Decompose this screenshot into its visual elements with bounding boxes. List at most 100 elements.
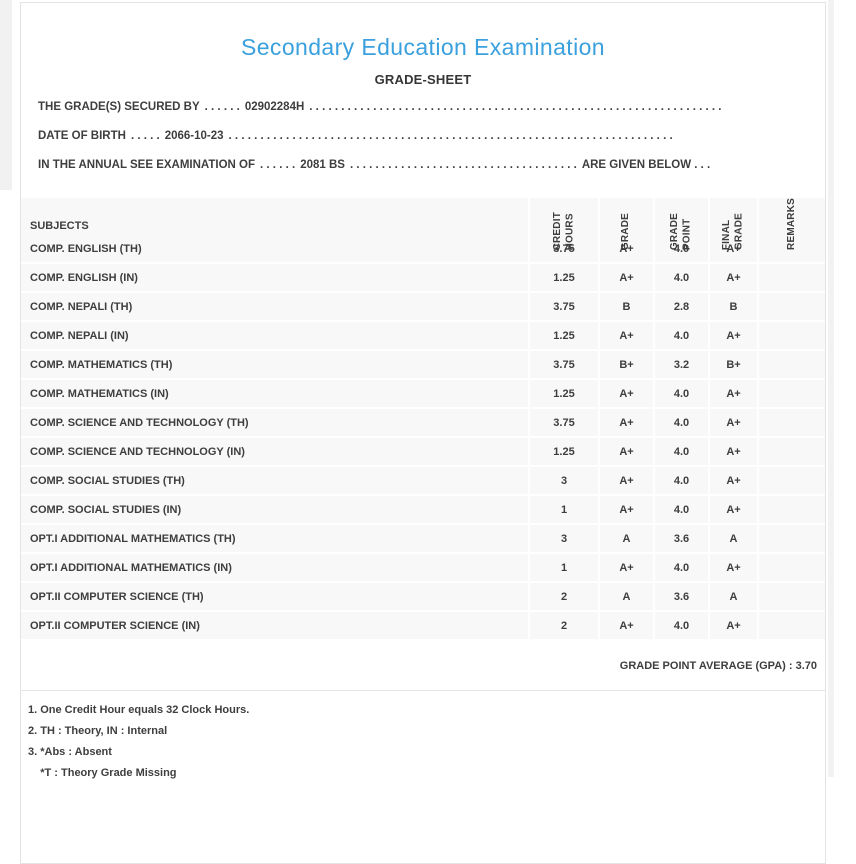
dot-leader: . . . . . . (260, 159, 296, 171)
header-credit-hours-label: CREDIT HOURS (551, 211, 576, 250)
cell-credit-hours: 1.25 (530, 380, 598, 407)
cell-final-grade: A+ (710, 322, 757, 349)
cell-credit-hours: 3.75 (530, 293, 598, 320)
cell-credit-hours: 3.75 (530, 351, 598, 378)
info-suffix: ARE GIVEN BELOW . . . (581, 159, 711, 171)
cell-grade-point: 3.2 (655, 351, 708, 378)
cell-final-grade: A+ (710, 496, 757, 523)
cell-final-grade: A+ (710, 235, 757, 262)
header-grade-point-label: GRADE POINT (669, 212, 693, 250)
cell-subject: COMP. SCIENCE AND TECHNOLOGY (IN) (21, 438, 528, 465)
info-line-exam-year: IN THE ANNUAL SEE EXAMINATION OF . . . . … (38, 159, 825, 171)
cell-remarks (759, 409, 825, 436)
cell-final-grade: B+ (710, 351, 757, 378)
cell-grade-point: 4.0 (655, 322, 708, 349)
cell-grade-point: 3.6 (655, 583, 708, 610)
cell-grade: A+ (600, 322, 653, 349)
footnotes: 1. One Credit Hour equals 32 Clock Hours… (21, 704, 825, 779)
cell-grade-point: 4.0 (655, 235, 708, 262)
table-row: COMP. ENGLISH (TH) 3.75 A+ 4.0 A+ (21, 235, 825, 262)
cell-remarks (759, 554, 825, 581)
date-of-birth-value: 2066-10-23 (164, 130, 224, 142)
cell-grade: A+ (600, 467, 653, 494)
cell-grade: A+ (600, 409, 653, 436)
cell-final-grade: A (710, 525, 757, 552)
cell-credit-hours: 1.25 (530, 438, 598, 465)
cell-final-grade: A+ (710, 438, 757, 465)
symbol-number-value: 02902284H (244, 101, 305, 113)
cell-grade: A (600, 525, 653, 552)
info-label: DATE OF BIRTH (38, 130, 126, 142)
cell-remarks (759, 496, 825, 523)
dot-leader: . . . . . . . . . . . . . . . . . . . . … (309, 101, 722, 113)
header-grade-label: GRADE (620, 212, 632, 250)
cell-credit-hours: 3.75 (530, 235, 598, 262)
table-row: COMP. NEPALI (TH) 3.75 B 2.8 B (21, 293, 825, 320)
dot-leader: . . . . . . . . . . . . . . . . . . . . … (349, 159, 577, 171)
grades-table: SUBJECTS CREDIT HOURS GRADE GRADE POINT … (21, 198, 825, 639)
header-remarks-label: REMARKS (785, 198, 797, 250)
cell-remarks (759, 438, 825, 465)
cell-subject: COMP. SOCIAL STUDIES (TH) (21, 467, 528, 494)
table-header-row: SUBJECTS CREDIT HOURS GRADE GRADE POINT … (21, 198, 825, 254)
footnote-item: *T : Theory Grade Missing (28, 767, 177, 779)
cell-credit-hours: 1.25 (530, 322, 598, 349)
cell-grade: A+ (600, 438, 653, 465)
page-left-edge-strip (0, 0, 12, 190)
cell-final-grade: A+ (710, 380, 757, 407)
cell-grade-point: 4.0 (655, 380, 708, 407)
cell-final-grade: A+ (710, 409, 757, 436)
cell-grade: A (600, 583, 653, 610)
info-label: THE GRADE(S) SECURED BY (38, 101, 200, 113)
cell-subject: COMP. SOCIAL STUDIES (IN) (21, 496, 528, 523)
cell-subject: OPT.II COMPUTER SCIENCE (IN) (21, 612, 528, 639)
footnote-item: 1. One Credit Hour equals 32 Clock Hours… (28, 704, 250, 716)
cell-remarks (759, 583, 825, 610)
cell-credit-hours: 1.25 (530, 264, 598, 291)
cell-final-grade: A (710, 583, 757, 610)
info-line-date-of-birth: DATE OF BIRTH . . . . . 2066-10-23 . . . . … (38, 130, 825, 142)
info-line-secured-by: THE GRADE(S) SECURED BY . . . . . . 029022… (38, 101, 825, 113)
cell-final-grade: A+ (710, 554, 757, 581)
cell-subject: COMP. NEPALI (IN) (21, 322, 528, 349)
cell-grade-point: 4.0 (655, 409, 708, 436)
table-row: COMP. MATHEMATICS (TH) 3.75 B+ 3.2 B+ (21, 351, 825, 378)
table-row: OPT.II COMPUTER SCIENCE (IN) 2 A+ 4.0 A+ (21, 612, 825, 639)
cell-remarks (759, 380, 825, 407)
cell-final-grade: B (710, 293, 757, 320)
gpa-summary-label: GRADE POINT AVERAGE (GPA) : 3.70 (619, 659, 817, 672)
cell-grade-point: 4.0 (655, 438, 708, 465)
cell-subject: COMP. ENGLISH (IN) (21, 264, 528, 291)
header-final-grade-label: FINAL GRADE (721, 212, 745, 250)
footnote-item: 2. TH : Theory, IN : Internal (28, 725, 168, 737)
page-subtitle: GRADE-SHEET (374, 72, 472, 87)
cell-grade: B (600, 293, 653, 320)
cell-remarks (759, 467, 825, 494)
cell-remarks (759, 612, 825, 639)
grade-sheet-panel: Secondary Education Examination GRADE-SH… (20, 2, 826, 864)
cell-grade: A+ (600, 496, 653, 523)
table-row: COMP. SCIENCE AND TECHNOLOGY (IN) 1.25 A+ 4… (21, 438, 825, 465)
cell-credit-hours: 1 (530, 496, 598, 523)
table-row: OPT.I ADDITIONAL MATHEMATICS (TH) 3 A 3.6 A (21, 525, 825, 552)
table-row: COMP. MATHEMATICS (IN) 1.25 A+ 4.0 A+ (21, 380, 825, 407)
dot-leader: . . . . . . (204, 101, 240, 113)
cell-subject: COMP. ENGLISH (TH) (21, 235, 528, 262)
cell-subject: OPT.I ADDITIONAL MATHEMATICS (TH) (21, 525, 528, 552)
candidate-info: THE GRADE(S) SECURED BY . . . . . . 029022… (21, 101, 825, 171)
cell-grade-point: 2.8 (655, 293, 708, 320)
cell-subject: COMP. MATHEMATICS (IN) (21, 380, 528, 407)
cell-grade-point: 4.0 (655, 554, 708, 581)
cell-subject: OPT.II COMPUTER SCIENCE (TH) (21, 583, 528, 610)
dot-leader: . . . . . (130, 130, 160, 142)
cell-grade: A+ (600, 264, 653, 291)
grades-table-body: COMP. ENGLISH (TH) 3.75 A+ 4.0 A+ COMP. ENGLI… (21, 235, 825, 639)
cell-credit-hours: 2 (530, 583, 598, 610)
cell-grade: A+ (600, 554, 653, 581)
table-row: COMP. ENGLISH (IN) 1.25 A+ 4.0 A+ (21, 264, 825, 291)
header-subjects-label: SUBJECTS (30, 219, 89, 232)
table-row: COMP. NEPALI (IN) 1.25 A+ 4.0 A+ (21, 322, 825, 349)
cell-grade: A+ (600, 380, 653, 407)
cell-grade: B+ (600, 351, 653, 378)
cell-subject: OPT.I ADDITIONAL MATHEMATICS (IN) (21, 554, 528, 581)
